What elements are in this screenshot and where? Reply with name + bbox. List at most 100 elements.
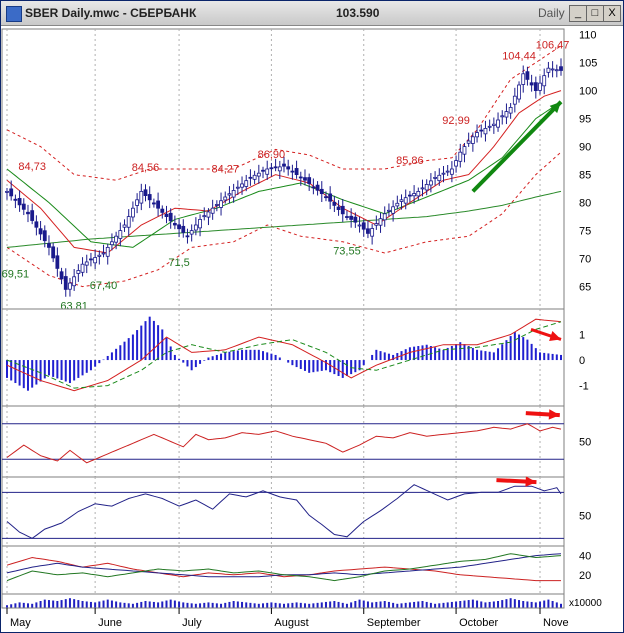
volume-bar [68, 598, 71, 608]
high-price-label: 84,73 [18, 161, 46, 173]
volume-bar [47, 600, 50, 608]
macd-histogram-bar [173, 354, 176, 361]
candle-body [525, 71, 530, 80]
volume-bar [98, 601, 101, 608]
volume-bar [375, 601, 378, 608]
macd-histogram-bar [350, 360, 353, 375]
macd-histogram-bar [560, 354, 562, 361]
candle-body [72, 276, 77, 287]
volume-bar [295, 602, 298, 608]
x-tick-label: June [98, 617, 122, 629]
macd-histogram-bar [224, 352, 227, 361]
candle-body [303, 177, 307, 181]
volume-bar [60, 600, 63, 608]
macd-histogram-bar [312, 360, 315, 373]
directional-tick-label: 20 [579, 570, 591, 582]
candle-body [366, 228, 370, 234]
high-price-label: 84,27 [211, 164, 239, 176]
volume-bar [123, 602, 126, 608]
macd-line [6, 321, 562, 389]
candle-body [277, 166, 282, 172]
macd-histogram-bar [316, 360, 319, 372]
candle-body [462, 146, 467, 155]
volume-bar [131, 603, 134, 608]
volume-bar [110, 600, 113, 608]
volume-bar [337, 601, 340, 608]
volume-bar [530, 601, 533, 608]
candle-body [529, 82, 534, 86]
macd-tick-label: -1 [579, 381, 589, 393]
macd-histogram-bar [463, 344, 466, 361]
macd-histogram-bar [421, 345, 424, 361]
candle-body [38, 228, 43, 235]
volume-bar [31, 603, 34, 608]
volume-bar [228, 601, 231, 608]
x-tick-label: October [459, 617, 498, 629]
macd-histogram-bar [396, 353, 399, 361]
volume-bar [308, 603, 311, 608]
candle-body [437, 174, 442, 182]
volume-bar [127, 603, 130, 608]
volume-bar [362, 600, 365, 608]
volume-bar [400, 603, 403, 608]
price-tick-label: 90 [579, 142, 591, 154]
candle-body [416, 190, 421, 197]
volume-bar [287, 603, 290, 608]
maximize-button[interactable]: □ [586, 5, 604, 22]
volume-bar [505, 599, 508, 608]
macd-histogram-bar [68, 360, 71, 384]
macd-histogram-bar [56, 360, 59, 379]
volume-bar [421, 601, 424, 608]
candle-body [256, 172, 261, 177]
candle-body [248, 176, 253, 179]
macd-histogram-bar [89, 360, 92, 371]
volume-bar [560, 603, 562, 608]
volume-bar [6, 605, 8, 608]
macd-histogram-bar [211, 356, 214, 361]
candle-body [307, 177, 312, 184]
candle-body [118, 230, 123, 239]
x-tick-label: May [10, 617, 31, 629]
macd-histogram-bar [123, 341, 126, 361]
chart-area[interactable]: 65 70 75 80 85 90 95 100 105 110 84,73 84,56 84,27 86… [1, 26, 623, 632]
volume-bar [429, 602, 432, 608]
macd-histogram-bar [455, 344, 458, 361]
volume-bar [178, 601, 181, 608]
volume-bar [438, 603, 441, 608]
volume-unit-label: x10000 [569, 598, 602, 609]
di-plus-line [6, 556, 561, 582]
volume-bar [299, 602, 302, 608]
candle-body [483, 128, 488, 135]
volume-bar [488, 601, 491, 608]
macd-histogram-bar [555, 354, 558, 361]
volume-bar [43, 599, 46, 608]
macd-histogram-bar [530, 343, 533, 361]
candle-body [324, 196, 328, 199]
volume-bar [152, 601, 155, 608]
candle-body [181, 225, 186, 233]
candle-body [30, 210, 35, 221]
candle-body [47, 243, 51, 248]
volume-bar [136, 602, 139, 608]
candle-body [147, 194, 152, 201]
volume-bar [77, 600, 80, 608]
macd-histogram-bar [480, 350, 483, 361]
candle-body [332, 201, 337, 206]
macd-histogram-bar [492, 352, 495, 361]
minimize-button[interactable]: _ [569, 5, 587, 22]
macd-histogram-bar [425, 344, 428, 361]
macd-histogram-bar [43, 360, 46, 379]
di-minus-line [6, 553, 562, 582]
volume-bar [157, 602, 160, 608]
macd-histogram-bar [182, 360, 185, 363]
close-button[interactable]: X [603, 5, 621, 22]
candle-body [235, 186, 240, 189]
macd-histogram-bar [110, 352, 113, 361]
macd-histogram-bar [354, 360, 357, 373]
volume-bar [207, 602, 210, 608]
high-price-label: 85,86 [396, 155, 424, 167]
candle-body [286, 166, 291, 170]
candle-body [315, 184, 320, 191]
macd-histogram-bar [429, 346, 432, 361]
macd-histogram-bar [266, 352, 269, 361]
